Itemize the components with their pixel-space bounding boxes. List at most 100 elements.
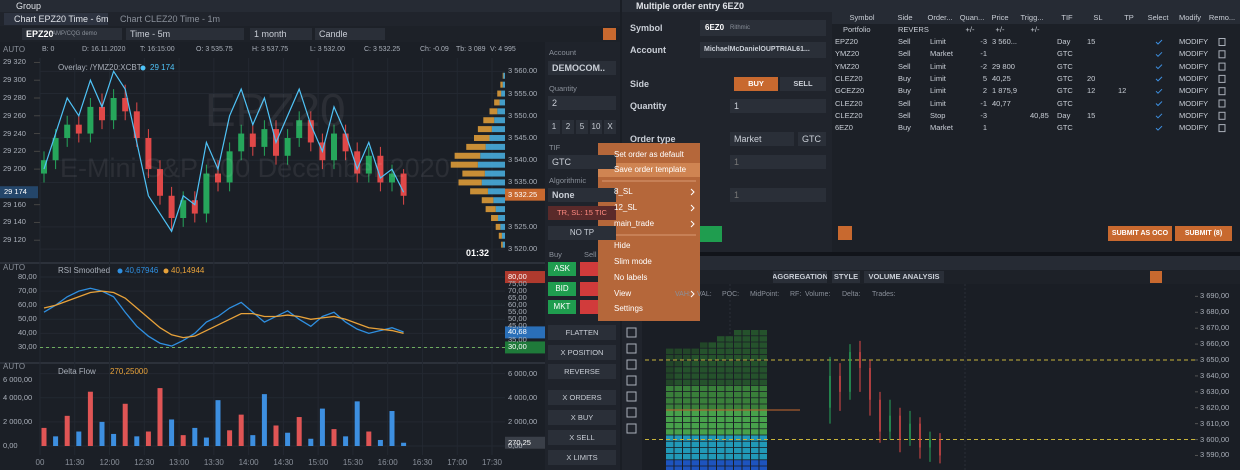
action-button[interactable]: FLATTEN [548, 325, 616, 340]
buy-button[interactable]: BUY [734, 77, 778, 91]
tif-select[interactable]: GTC [548, 155, 616, 169]
quick-qty[interactable]: X [604, 120, 616, 134]
menu-item[interactable]: Hide [614, 241, 631, 250]
toolbar-button[interactable]: STYLE [832, 271, 860, 283]
tool-icon [626, 359, 637, 370]
select-check [1155, 51, 1163, 58]
quick-qty[interactable]: 5 [576, 120, 588, 134]
bar [145, 431, 151, 446]
candle-body [919, 423, 921, 448]
quantity-input[interactable]: 1 [730, 99, 826, 113]
bar [354, 401, 360, 446]
table-cell: GTC [1057, 86, 1073, 96]
modify-button[interactable]: MODIFY [1179, 37, 1209, 46]
mkt-button[interactable]: MKT [548, 300, 576, 314]
action-button[interactable]: X SELL [548, 430, 616, 445]
cluster-cell [666, 429, 674, 435]
table-cell: 15 [1087, 110, 1096, 120]
cluster-cell [717, 410, 725, 416]
menu-item[interactable]: main_trade [614, 219, 655, 228]
cluster-cell [734, 466, 742, 470]
menu-item[interactable]: Set order as default [614, 150, 684, 159]
menu-item[interactable]: View [614, 289, 632, 298]
y2-tick-label: 29 240 [3, 128, 26, 138]
tab-label[interactable]: Chart EPZ20 Time - 6m [14, 14, 109, 24]
account-select[interactable]: DEMOCOM.. [548, 61, 616, 75]
algo-select[interactable]: None [548, 188, 616, 202]
profile-bar [498, 215, 505, 221]
candle-body [87, 106, 94, 134]
period[interactable]: 1 month [250, 28, 312, 40]
cluster-cell [717, 435, 725, 441]
watermark-sub: E-Mini S&P 500 December 2020 [60, 153, 450, 183]
cluster-cell [751, 454, 759, 460]
menu-item[interactable]: No labels [614, 273, 648, 282]
table-cell: -3 [980, 110, 987, 120]
table-cell: 29 800 [992, 61, 1015, 71]
style[interactable]: Candle [315, 28, 385, 40]
menu-item[interactable]: Save order template [614, 165, 687, 174]
action-button[interactable]: X ORDERS [548, 390, 616, 405]
tp-button[interactable]: NO TP [548, 226, 616, 240]
cluster-cell [734, 379, 742, 385]
remove-icon [1218, 124, 1226, 133]
sell-button[interactable]: SELL [780, 77, 826, 91]
cluster-cell [725, 385, 733, 392]
cluster-cell [734, 392, 742, 398]
menu-highlight [598, 163, 700, 177]
quantity-input[interactable]: 2 [548, 96, 616, 110]
aggregation[interactable]: Time - 5m [126, 28, 244, 40]
submit[interactable]: SUBMIT (8) [1175, 226, 1232, 241]
rsi-line [43, 290, 404, 339]
y-tick-label: 3 680,00 [1200, 307, 1230, 317]
quick-qty[interactable]: 2 [562, 120, 574, 134]
quantity-input[interactable]: 1 [730, 188, 826, 202]
legend-value: 40,14944 [171, 266, 205, 275]
profile-bar [489, 108, 498, 115]
cluster-cell [725, 379, 733, 385]
bar [389, 411, 395, 446]
modify-button[interactable]: MODIFY [1179, 98, 1209, 108]
profile-bar [466, 143, 486, 150]
cluster-cell [666, 423, 674, 429]
candle-body [829, 375, 831, 408]
toolbar-button[interactable]: AGGREGATION [773, 271, 827, 283]
menu-item[interactable]: Settings [614, 304, 643, 313]
ask-button[interactable]: ASK [548, 262, 576, 276]
cluster-cell [725, 460, 733, 466]
tab-label[interactable]: Chart CLEZ20 Time - 1m [120, 14, 221, 24]
modify-button[interactable]: MODIFY [1179, 123, 1209, 133]
quantity-input[interactable]: 1 [730, 155, 826, 169]
axis-marker [505, 326, 545, 339]
symbol-box[interactable]: EPZ20 [22, 28, 122, 40]
sl-button[interactable]: TR, SL: 15 TIC [548, 206, 616, 220]
action-button[interactable]: REVERSE [548, 364, 616, 379]
cluster-cell [700, 429, 708, 435]
quick-qty[interactable]: 10 [590, 120, 602, 134]
modify-button[interactable]: MODIFY [1179, 73, 1209, 83]
account-select[interactable]: MichaelMcDanielOUPTRIAL61... [700, 42, 826, 58]
menu-item[interactable]: 8_SL [614, 187, 633, 196]
menu-item[interactable]: Slim mode [614, 257, 652, 266]
submit-oco[interactable]: SUBMIT AS OCO [1108, 226, 1172, 241]
action-button[interactable]: X POSITION [548, 345, 616, 360]
info-item: MidPoint: [750, 291, 780, 298]
cluster-cell [683, 441, 691, 447]
bid-button[interactable]: BID [548, 282, 576, 296]
quick-qty[interactable]: 1 [548, 120, 560, 134]
x-tick-label: 17:00 [447, 458, 468, 467]
modify-button[interactable]: MODIFY [1179, 86, 1209, 96]
y-tick-label: 80,00 [18, 272, 37, 282]
action-button[interactable]: X LIMITS [548, 450, 616, 465]
modify-button[interactable]: MODIFY [1179, 49, 1209, 59]
cluster-cell [691, 379, 699, 385]
toolbar-button[interactable]: VOLUME ANALYSIS [864, 271, 944, 283]
modify-button[interactable]: MODIFY [1179, 61, 1209, 71]
cluster-cell [734, 410, 742, 416]
cluster-cell [691, 410, 699, 416]
menu-item[interactable]: 12_SL [614, 203, 638, 212]
modify-button[interactable]: MODIFY [1179, 110, 1209, 120]
order-type-select[interactable]: Market [730, 132, 794, 146]
action-button[interactable]: X BUY [548, 410, 616, 425]
tif-select[interactable]: GTC [798, 132, 826, 146]
